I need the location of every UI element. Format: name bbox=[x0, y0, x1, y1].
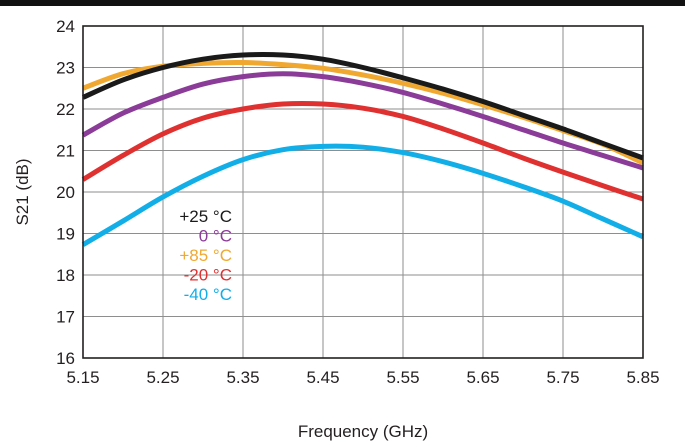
series-line-minus40-c bbox=[81, 143, 645, 247]
series-line-minus20-c bbox=[81, 100, 644, 202]
tick-labels: 5.15 5.25 5.35 5.45 5.55 5.65 5.75 5.85 16 17 18 19… bbox=[56, 17, 659, 387]
y-tick-label: 17 bbox=[56, 308, 75, 327]
x-tick-label: 5.85 bbox=[626, 368, 659, 387]
legend-item-minus20-c: -20 °C bbox=[184, 266, 232, 285]
y-tick-label: 23 bbox=[56, 59, 75, 78]
series-lines bbox=[81, 52, 645, 247]
x-tick-label: 5.55 bbox=[386, 368, 419, 387]
y-tick-label: 18 bbox=[56, 266, 75, 285]
top-border-bar bbox=[0, 0, 685, 6]
x-tick-label: 5.65 bbox=[466, 368, 499, 387]
legend-item-plus85-c: +85 °C bbox=[179, 246, 232, 265]
y-tick-label: 24 bbox=[56, 17, 75, 36]
series-line-0-c bbox=[81, 71, 644, 171]
x-tick-label: 5.25 bbox=[146, 368, 179, 387]
x-tick-label: 5.15 bbox=[66, 368, 99, 387]
y-tick-label: 16 bbox=[56, 349, 75, 368]
series-line-plus25-c bbox=[81, 52, 644, 161]
legend-item-plus25-c: +25 °C bbox=[179, 207, 232, 226]
legend: +25 °C0 °C+85 °C-20 °C-40 °C bbox=[179, 207, 232, 304]
x-tick-label: 5.75 bbox=[546, 368, 579, 387]
y-tick-label: 19 bbox=[56, 225, 75, 244]
plot-frame bbox=[82, 25, 644, 359]
legend-item-minus40-c: -40 °C bbox=[184, 285, 232, 304]
x-tick-label: 5.35 bbox=[226, 368, 259, 387]
y-tick-label: 22 bbox=[56, 100, 75, 119]
legend-item-0-c: 0 °C bbox=[199, 227, 232, 246]
x-tick-label: 5.45 bbox=[306, 368, 339, 387]
y-tick-label: 21 bbox=[56, 142, 75, 161]
y-tick-label: 20 bbox=[56, 183, 75, 202]
y-axis-title: S21 (dB) bbox=[13, 158, 32, 225]
x-axis-title: Frequency (GHz) bbox=[298, 422, 428, 441]
